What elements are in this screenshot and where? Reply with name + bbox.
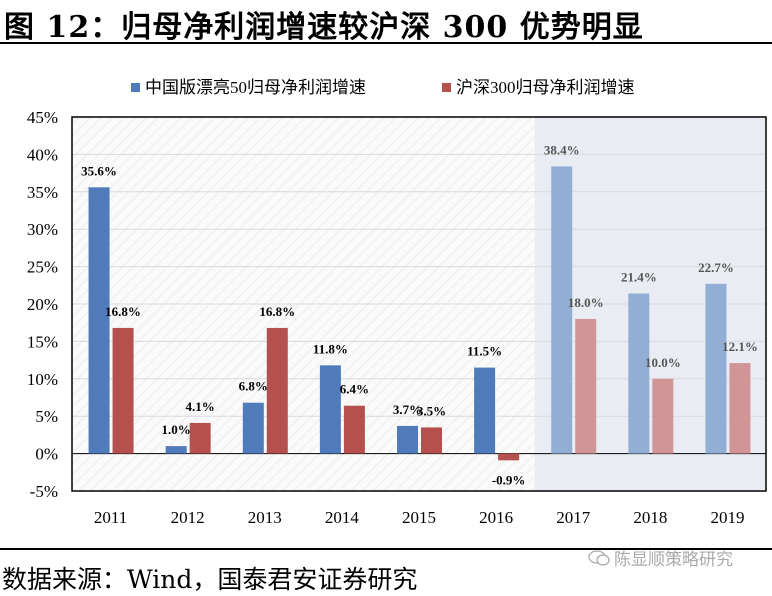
- chat-bubble-icon: [588, 549, 610, 566]
- legend: 中国版漂亮50归母净利润增速 沪深300归母净利润增速: [131, 78, 635, 97]
- bar-chart: 中国版漂亮50归母净利润增速 沪深300归母净利润增速 -5% 0% 5% 10% 15%…: [27, 78, 767, 527]
- data-label: 16.8%: [105, 304, 141, 319]
- data-label: 6.4%: [340, 382, 369, 397]
- title-divider: [0, 42, 772, 44]
- data-label: 6.8%: [239, 379, 268, 394]
- data-label: 38.4%: [544, 142, 580, 157]
- data-label: 11.8%: [313, 341, 348, 356]
- data-label: 1.0%: [162, 422, 191, 437]
- bar-hs300-2014: [343, 405, 365, 454]
- y-tick-label: 25%: [27, 258, 58, 277]
- legend-label: 沪深300归母净利润增速: [456, 78, 635, 97]
- data-label: -0.9%: [492, 472, 526, 487]
- plot-border: [71, 116, 767, 492]
- data-label: 22.7%: [698, 260, 734, 275]
- y-tick-label: 10%: [27, 370, 58, 389]
- y-tick-label: 40%: [27, 145, 58, 164]
- y-tick-label: -5%: [30, 482, 58, 501]
- y-tick-label: 35%: [27, 183, 58, 202]
- data-label: 12.1%: [722, 339, 758, 354]
- data-label: 10.0%: [645, 355, 681, 370]
- x-tick-label: 2011: [94, 508, 127, 527]
- data-label: 21.4%: [621, 270, 657, 285]
- bar-hs300-2012: [189, 422, 211, 454]
- bar-hs300-2011: [112, 327, 134, 454]
- figure-title: 图 12：归母净利润增速较沪深 300 优势明显: [4, 10, 644, 45]
- data-label: 35.6%: [81, 163, 117, 178]
- bar-pretty50-2013: [242, 402, 264, 454]
- x-tick-label: 2015: [402, 508, 436, 527]
- y-tick-label: 0%: [35, 445, 58, 464]
- y-tick-label: 20%: [27, 295, 58, 314]
- data-label: 3.7%: [393, 402, 422, 417]
- x-tick-label: 2013: [248, 508, 282, 527]
- watermark: 陈显顺策略研究: [588, 545, 733, 570]
- bar-hs300-2013: [266, 327, 288, 454]
- data-label: 11.5%: [467, 344, 502, 359]
- bar-hs300-2018: [652, 378, 674, 454]
- y-tick-label: 30%: [27, 220, 58, 239]
- x-tick-label: 2019: [710, 508, 744, 527]
- x-tick-label: 2018: [633, 508, 667, 527]
- bar-pretty50-2014: [319, 365, 341, 454]
- bar-pretty50-2012: [165, 446, 187, 454]
- x-tick-label: 2014: [325, 508, 360, 527]
- bar-hs300-2015: [421, 427, 442, 454]
- bar-pretty50-2016: [474, 367, 496, 454]
- x-tick-label: 2012: [171, 508, 205, 527]
- bar-pretty50-2018: [628, 293, 650, 454]
- y-tick-label: 5%: [35, 407, 58, 426]
- legend-swatch: [131, 83, 140, 92]
- bar-hs300-2017: [575, 318, 597, 454]
- bar-hs300-2019: [729, 363, 751, 454]
- x-tick-label: 2017: [556, 508, 591, 527]
- legend-swatch: [442, 83, 451, 92]
- data-label: 4.1%: [186, 399, 215, 414]
- bar-hs300-2016: [498, 453, 520, 461]
- bar-pretty50-2011: [88, 187, 110, 454]
- bar-pretty50-2015: [397, 425, 418, 454]
- y-tick-label: 45%: [27, 108, 58, 127]
- bar-pretty50-2017: [551, 166, 573, 454]
- source-note: 数据来源：Wind，国泰君安证券研究: [2, 565, 418, 594]
- data-label: 16.8%: [259, 304, 295, 319]
- footer-divider: [0, 548, 772, 550]
- bar-pretty50-2019: [705, 283, 727, 454]
- data-label: 3.5%: [417, 403, 446, 418]
- watermark-text: 陈显顺策略研究: [614, 550, 733, 570]
- data-label: 18.0%: [568, 295, 604, 310]
- legend-label: 中国版漂亮50归母净利润增速: [145, 78, 366, 97]
- y-tick-label: 15%: [27, 332, 58, 351]
- x-tick-label: 2016: [479, 508, 513, 527]
